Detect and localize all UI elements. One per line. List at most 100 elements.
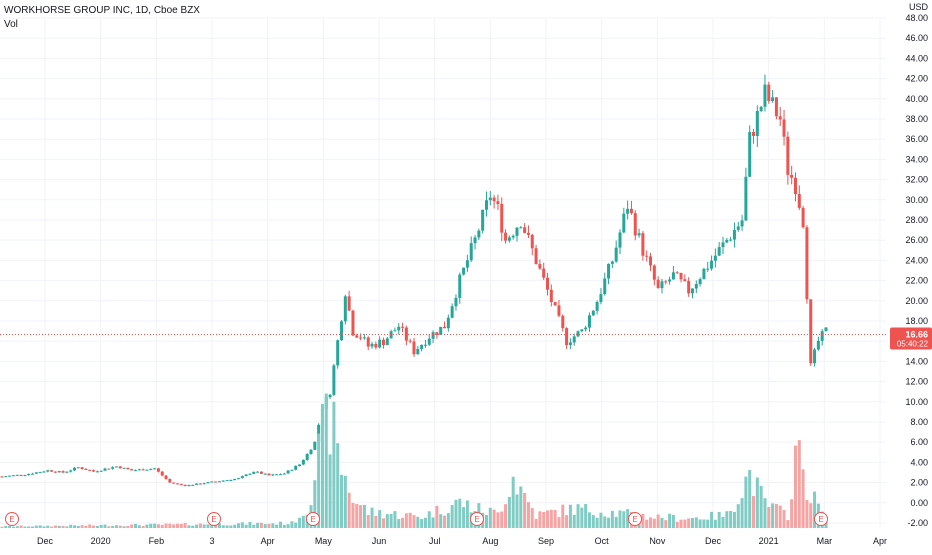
volume-bar xyxy=(134,523,138,528)
candle-body xyxy=(217,481,221,483)
candle-body xyxy=(782,119,786,137)
candle-body xyxy=(191,484,195,486)
volume-bar xyxy=(42,526,46,528)
volume-bar xyxy=(103,524,107,528)
y-tick-label: 12.00 xyxy=(905,377,928,387)
volume-bar xyxy=(752,496,756,528)
volume-bar xyxy=(324,393,328,528)
candle-body xyxy=(542,268,546,278)
volume-bar xyxy=(214,524,218,528)
volume-bar xyxy=(95,525,99,528)
candle-body xyxy=(378,339,382,348)
candle-body xyxy=(137,469,141,471)
candle-body xyxy=(801,207,805,228)
candle-body xyxy=(355,335,359,338)
candle-body xyxy=(443,326,447,329)
candle-body xyxy=(153,468,157,470)
candle-body xyxy=(27,473,31,476)
candle-body xyxy=(576,331,580,337)
candle-body xyxy=(404,327,408,341)
candle-body xyxy=(187,484,191,487)
candle-body xyxy=(271,474,275,476)
volume-bar xyxy=(782,510,786,528)
volume-bar xyxy=(557,517,561,528)
volume-bar xyxy=(137,525,141,528)
volume-bar xyxy=(584,503,588,528)
volume-bar xyxy=(519,486,523,528)
volume-bar xyxy=(290,521,294,528)
volume-bar xyxy=(591,515,595,528)
candle-body xyxy=(72,467,76,471)
x-tick-label: Mar xyxy=(817,536,833,546)
volume-bar xyxy=(599,512,603,528)
y-tick-label: 24.00 xyxy=(905,255,928,265)
y-tick-label: 20.00 xyxy=(905,296,928,306)
volume-bar xyxy=(370,507,374,528)
candle-body xyxy=(797,194,801,208)
volume-bar xyxy=(607,517,611,528)
candle-body xyxy=(31,473,35,475)
volume-bar xyxy=(210,525,214,528)
volume-bar xyxy=(423,517,427,528)
volume-bar xyxy=(748,470,752,528)
volume-bar xyxy=(729,510,733,528)
volume-bar xyxy=(805,500,809,528)
candle-body xyxy=(385,338,389,346)
earnings-marker-label: E xyxy=(211,515,216,524)
candle-body xyxy=(423,344,427,346)
candle-body xyxy=(519,227,523,229)
candle-body xyxy=(57,471,61,473)
volume-bar xyxy=(534,518,538,528)
candle-body xyxy=(298,464,302,466)
volume-bar xyxy=(141,525,145,528)
y-tick-label: 38.00 xyxy=(905,114,928,124)
candle-body xyxy=(523,227,527,233)
volume-bar xyxy=(282,524,286,528)
volume-bar xyxy=(31,526,35,528)
volume-bar xyxy=(175,523,179,528)
candle-body xyxy=(259,471,263,474)
candle-body xyxy=(416,348,420,355)
volume-bar xyxy=(225,525,229,528)
candle-body xyxy=(504,232,508,241)
candle-body xyxy=(278,474,282,476)
volume-bar xyxy=(568,504,572,528)
volume-bar xyxy=(565,515,569,528)
candle-body xyxy=(713,255,717,261)
candle-body xyxy=(107,468,111,470)
volume-bar xyxy=(786,520,790,528)
volume-bar xyxy=(0,526,4,528)
volume-bar xyxy=(362,504,366,528)
candle-body xyxy=(370,343,374,347)
earnings-marker xyxy=(5,512,19,526)
candle-body xyxy=(683,279,687,282)
volume-bar xyxy=(759,485,763,528)
volume-bar xyxy=(263,524,267,528)
candle-body xyxy=(450,306,454,318)
volume-bar xyxy=(507,496,511,528)
volume-bar xyxy=(195,524,199,528)
volume-bar xyxy=(553,510,557,528)
candle-body xyxy=(820,331,824,341)
candle-body xyxy=(183,484,187,487)
volume-bar xyxy=(706,519,710,528)
volume-bar xyxy=(446,513,450,528)
candle-body xyxy=(76,467,80,469)
candle-body xyxy=(38,472,42,474)
candle-body xyxy=(282,473,286,475)
candle-body xyxy=(816,340,820,350)
candle-body xyxy=(134,470,138,472)
current-price-label: 16.66 xyxy=(905,330,928,340)
volume-bar xyxy=(374,515,378,528)
candle-body xyxy=(687,281,691,294)
candle-body xyxy=(610,261,614,264)
volume-bar xyxy=(610,510,614,528)
candle-body xyxy=(4,476,8,478)
candle-body xyxy=(565,328,569,346)
candle-body xyxy=(69,470,73,472)
volume-bar xyxy=(801,469,805,528)
y-tick-label: 22.00 xyxy=(905,276,928,286)
x-tick-label: 2021 xyxy=(759,536,779,546)
